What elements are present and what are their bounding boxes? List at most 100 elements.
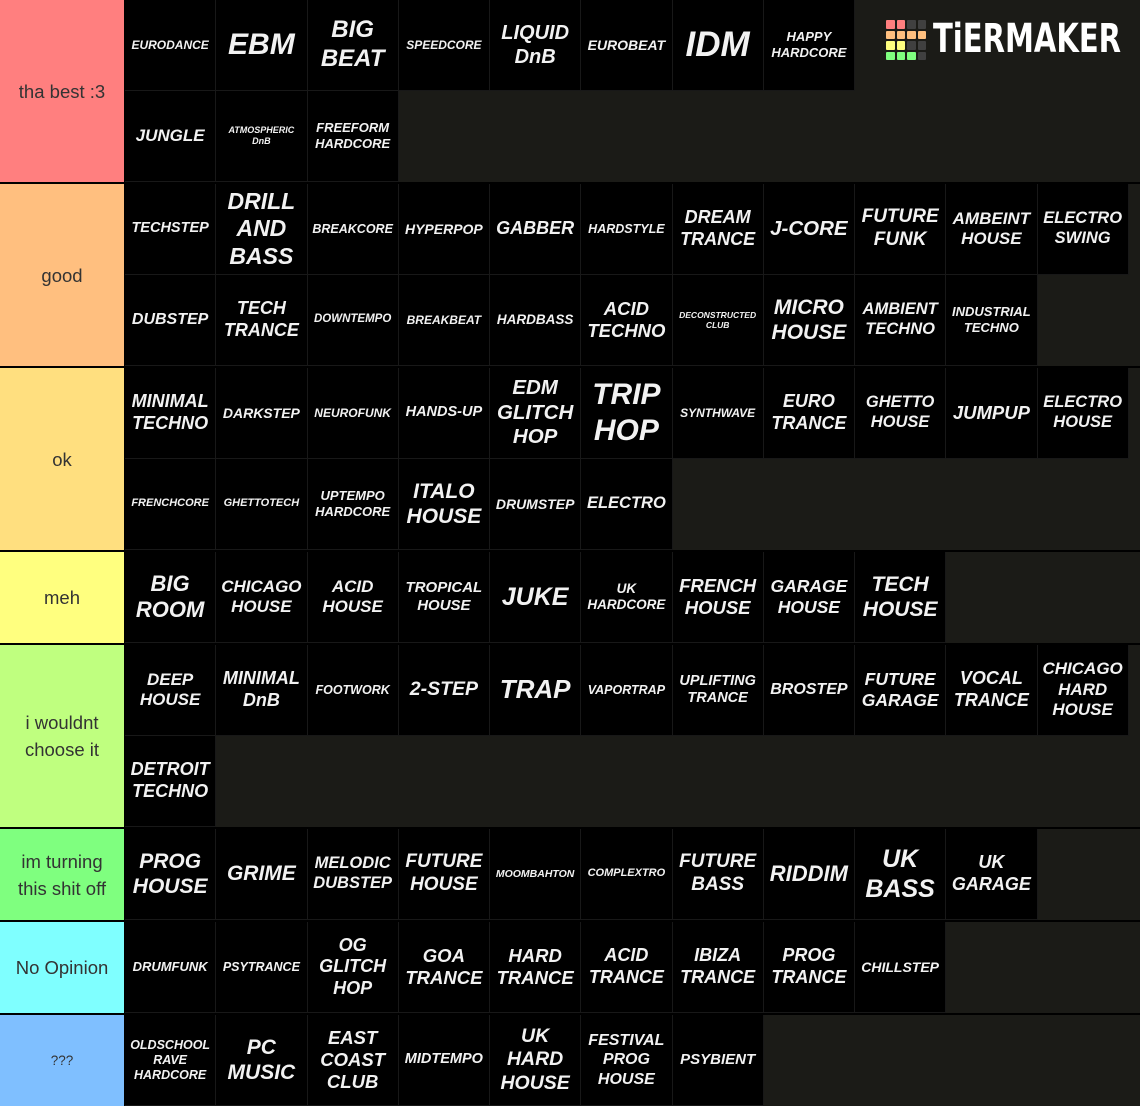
tier-item[interactable]: OG GLITCH HOP	[307, 922, 399, 1013]
tier-item[interactable]: MICRO HOUSE	[763, 275, 855, 366]
tier-label[interactable]: ???	[0, 1015, 125, 1106]
tier-item[interactable]: GRIME	[216, 829, 308, 920]
tier-label[interactable]: i wouldnt choose it	[0, 645, 125, 827]
tier-item[interactable]: DECONSTRUCTED CLUB	[672, 275, 764, 366]
tier-item[interactable]: MINIMAL DnB	[216, 645, 308, 736]
tier-item[interactable]: UK GARAGE	[946, 829, 1038, 920]
tier-item[interactable]: MIDTEMPO	[398, 1015, 490, 1106]
tier-item[interactable]: HANDS-UP	[398, 368, 490, 459]
tier-item[interactable]: OLDSCHOOL RAVE HARDCORE	[125, 1015, 217, 1106]
tier-item[interactable]: UPTEMPO HARDCORE	[307, 459, 399, 550]
tier-item[interactable]: UK HARDCORE	[581, 552, 673, 643]
tier-item[interactable]: TECHSTEP	[125, 184, 217, 275]
tier-item[interactable]: SYNTHWAVE	[672, 368, 764, 459]
tier-item[interactable]: GARAGE HOUSE	[763, 552, 855, 643]
tier-item[interactable]: GABBER	[490, 184, 582, 275]
tier-item[interactable]: JUMPUP	[946, 368, 1038, 459]
tier-item[interactable]: DRILL AND BASS	[216, 184, 308, 275]
tier-item[interactable]: VAPORTRAP	[581, 645, 673, 736]
tier-item[interactable]: TRIP HOP	[581, 368, 673, 459]
tier-item[interactable]: TECH TRANCE	[216, 275, 308, 366]
tier-item[interactable]: EBM	[216, 0, 308, 91]
tier-item[interactable]: 2-STEP	[398, 645, 490, 736]
tier-item[interactable]: EDM GLITCH HOP	[490, 368, 582, 459]
tier-item[interactable]: PROG HOUSE	[125, 829, 217, 920]
tier-item[interactable]: UK HARD HOUSE	[490, 1015, 582, 1106]
tier-item[interactable]: FESTIVAL PROG HOUSE	[581, 1015, 673, 1106]
tier-item[interactable]: VOCAL TRANCE	[946, 645, 1038, 736]
tier-item[interactable]: DRUMFUNK	[125, 922, 217, 1013]
tier-label[interactable]: im turning this shit off	[0, 829, 125, 920]
tier-item[interactable]: FUTURE HOUSE	[398, 829, 490, 920]
tier-item[interactable]: MOOMBAHTON	[490, 829, 582, 920]
tier-item[interactable]: MELODIC DUBSTEP	[307, 829, 399, 920]
tier-item[interactable]: BREAKBEAT	[398, 275, 490, 366]
tier-item[interactable]: ACID TECHNO	[581, 275, 673, 366]
tier-item[interactable]: COMPLEXTRO	[581, 829, 673, 920]
tier-item[interactable]: TECH HOUSE	[855, 552, 947, 643]
tier-item[interactable]: PROG TRANCE	[763, 922, 855, 1013]
tier-label[interactable]: good	[0, 184, 125, 366]
tier-item[interactable]: JUNGLE	[125, 91, 217, 182]
tier-item[interactable]: FUTURE BASS	[672, 829, 764, 920]
tier-item[interactable]: ELECTRO SWING	[1037, 184, 1129, 275]
tier-label[interactable]: tha best :3	[0, 0, 125, 182]
tier-item[interactable]: UPLIFTING TRANCE	[672, 645, 764, 736]
tier-item[interactable]: HARD TRANCE	[490, 922, 582, 1013]
tier-item[interactable]: FUTURE GARAGE	[855, 645, 947, 736]
tier-item[interactable]: FREEFORM HARDCORE	[307, 91, 399, 182]
tier-item[interactable]: GOA TRANCE	[398, 922, 490, 1013]
tier-item[interactable]: CHILLSTEP	[855, 922, 947, 1013]
tier-item[interactable]: PSYBIENT	[672, 1015, 764, 1106]
tier-item[interactable]: IBIZA TRANCE	[672, 922, 764, 1013]
tier-item[interactable]: BIG BEAT	[307, 0, 399, 91]
tier-item[interactable]: PC MUSIC	[216, 1015, 308, 1106]
tier-item[interactable]: PSYTRANCE	[216, 922, 308, 1013]
tier-item[interactable]: FRENCHCORE	[125, 459, 217, 550]
tier-item[interactable]: AMBEINT HOUSE	[946, 184, 1038, 275]
tier-item[interactable]: AMBIENT TECHNO	[855, 275, 947, 366]
tier-item[interactable]: BROSTEP	[763, 645, 855, 736]
tier-item[interactable]: RIDDIM	[763, 829, 855, 920]
tier-item[interactable]: ACID TRANCE	[581, 922, 673, 1013]
tier-item[interactable]: FRENCH HOUSE	[672, 552, 764, 643]
tier-item[interactable]: FUTURE FUNK	[855, 184, 947, 275]
tier-item[interactable]: DEEP HOUSE	[125, 645, 217, 736]
tier-item[interactable]: UK BASS	[855, 829, 947, 920]
tier-item[interactable]: HARDSTYLE	[581, 184, 673, 275]
tier-item[interactable]: GHETTO HOUSE	[855, 368, 947, 459]
tier-item[interactable]: MINIMAL TECHNO	[125, 368, 217, 459]
tier-item[interactable]: JUKE	[490, 552, 582, 643]
tier-item[interactable]: LIQUID DnB	[490, 0, 582, 91]
tier-item[interactable]: CHICAGO HARD HOUSE	[1037, 645, 1129, 736]
tier-item[interactable]: HAPPY HARDCORE	[763, 0, 855, 91]
tier-item[interactable]: DRUMSTEP	[490, 459, 582, 550]
tier-label[interactable]: No Opinion	[0, 922, 125, 1013]
tier-item[interactable]: DOWNTEMPO	[307, 275, 399, 366]
tier-item[interactable]: DREAM TRANCE	[672, 184, 764, 275]
tier-item[interactable]: NEUROFUNK	[307, 368, 399, 459]
tier-item[interactable]: SPEEDCORE	[398, 0, 490, 91]
tier-item[interactable]: IDM	[672, 0, 764, 91]
tier-item[interactable]: BIG ROOM	[125, 552, 217, 643]
tier-item[interactable]: HYPERPOP	[398, 184, 490, 275]
tier-item[interactable]: EUROBEAT	[581, 0, 673, 91]
tier-item[interactable]: DETROIT TECHNO	[125, 736, 217, 827]
tier-item[interactable]: DARKSTEP	[216, 368, 308, 459]
tier-item[interactable]: FOOTWORK	[307, 645, 399, 736]
tier-item[interactable]: TROPICAL HOUSE	[398, 552, 490, 643]
tier-item[interactable]: ELECTRO	[581, 459, 673, 550]
tier-item[interactable]: DUBSTEP	[125, 275, 217, 366]
tier-item[interactable]: EURODANCE	[125, 0, 217, 91]
tier-item[interactable]: TRAP	[490, 645, 582, 736]
tier-item[interactable]: ACID HOUSE	[307, 552, 399, 643]
tier-label[interactable]: ok	[0, 368, 125, 550]
tier-item[interactable]: ATMOSPHERIC DnB	[216, 91, 308, 182]
tier-item[interactable]: EURO TRANCE	[763, 368, 855, 459]
tier-item[interactable]: J-CORE	[763, 184, 855, 275]
tier-item[interactable]: CHICAGO HOUSE	[216, 552, 308, 643]
tier-item[interactable]: ELECTRO HOUSE	[1037, 368, 1129, 459]
tier-item[interactable]: BREAKCORE	[307, 184, 399, 275]
tier-label[interactable]: meh	[0, 552, 125, 643]
tier-item[interactable]: ITALO HOUSE	[398, 459, 490, 550]
